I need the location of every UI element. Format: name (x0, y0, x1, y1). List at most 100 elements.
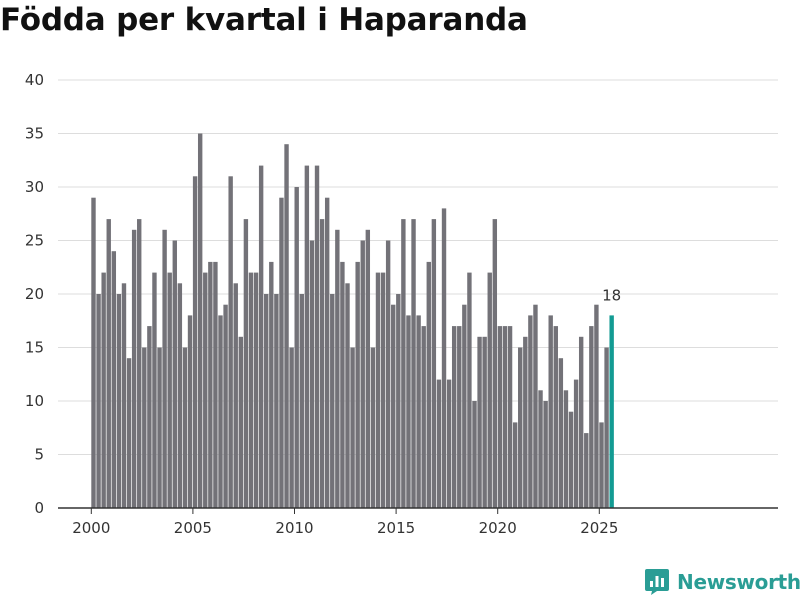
bar (243, 219, 249, 508)
bar (467, 272, 472, 508)
bar-highlighted (609, 315, 614, 508)
bar (335, 229, 340, 509)
bar (197, 133, 203, 508)
newsworthy-icon (645, 569, 669, 595)
bars (91, 133, 614, 509)
bar (492, 219, 498, 508)
bar (421, 326, 426, 508)
bar (279, 197, 284, 508)
bar (548, 315, 553, 508)
bar (274, 294, 279, 508)
bar (340, 261, 345, 508)
bar (370, 347, 376, 508)
x-axis-ticks: 2000 2005 2010 2015 2020 2025 (72, 508, 618, 537)
newsworthy-wordmark: Newsworthy (677, 570, 800, 594)
bar (589, 326, 594, 508)
bar (269, 261, 274, 508)
y-tick-label: 30 (25, 178, 44, 196)
bar (528, 315, 533, 508)
chart-title: Födda per kvartal i Haparanda (0, 2, 528, 38)
bar (553, 326, 558, 508)
bar (152, 272, 157, 508)
y-tick-label: 40 (25, 71, 44, 89)
y-tick-label: 5 (34, 446, 44, 464)
bar (314, 165, 320, 508)
x-tick-label: 2010 (275, 519, 313, 537)
bar (218, 315, 223, 508)
bar (538, 390, 543, 508)
y-tick-label: 25 (25, 232, 44, 250)
x-tick-label: 2020 (479, 519, 517, 537)
bar (385, 240, 391, 508)
bar (203, 272, 208, 508)
bar (599, 422, 604, 508)
bar (147, 326, 152, 508)
x-tick-label: 2015 (377, 519, 415, 537)
bar (137, 219, 142, 508)
bar (111, 251, 117, 508)
bar (91, 197, 96, 508)
bar (223, 304, 228, 508)
bar (330, 294, 335, 508)
last-value-label: 18 (602, 286, 621, 304)
bar (192, 176, 198, 509)
bar (416, 315, 421, 508)
bar (436, 379, 442, 508)
bar (101, 272, 106, 508)
bar (106, 219, 111, 508)
bar (441, 208, 447, 508)
bar (462, 304, 467, 508)
bar (213, 261, 218, 508)
bar (162, 229, 167, 509)
bar (543, 401, 548, 508)
bar (157, 347, 162, 508)
bar (523, 336, 528, 508)
bar (258, 165, 264, 508)
bar (177, 283, 183, 508)
bar (497, 326, 503, 508)
bar (299, 294, 304, 508)
bar (248, 272, 254, 508)
bar (233, 283, 238, 508)
bar (116, 294, 122, 508)
bar (431, 219, 437, 508)
bar (594, 304, 599, 508)
data-labels: 18 (602, 286, 621, 304)
bar (355, 261, 360, 508)
bar (396, 294, 401, 508)
bar (284, 144, 289, 508)
bar (375, 272, 381, 508)
bar (304, 165, 310, 508)
bar (391, 304, 396, 508)
bar (568, 411, 574, 508)
bar (426, 261, 431, 508)
bar (350, 347, 355, 508)
bar (167, 272, 172, 508)
bar (578, 336, 584, 508)
bar (380, 272, 386, 508)
bar (345, 283, 350, 508)
bar (507, 326, 513, 508)
y-tick-label: 0 (34, 499, 44, 517)
bar (477, 336, 482, 508)
bar (309, 240, 315, 508)
bar (411, 219, 416, 508)
bar (518, 347, 523, 508)
bar (502, 326, 508, 508)
bar (289, 347, 294, 508)
bar (208, 261, 213, 508)
y-tick-label: 35 (25, 125, 44, 143)
bar (446, 379, 452, 508)
bar (253, 272, 259, 508)
x-tick-label: 2005 (174, 519, 212, 537)
y-tick-label: 10 (25, 392, 44, 410)
bar (604, 347, 609, 508)
x-tick-label: 2000 (72, 519, 110, 537)
bar (126, 358, 132, 508)
newsworthy-logo: Newsworthy (644, 568, 800, 596)
bar (294, 187, 299, 508)
bar (96, 294, 101, 508)
bar (487, 272, 492, 508)
bar (228, 176, 233, 509)
